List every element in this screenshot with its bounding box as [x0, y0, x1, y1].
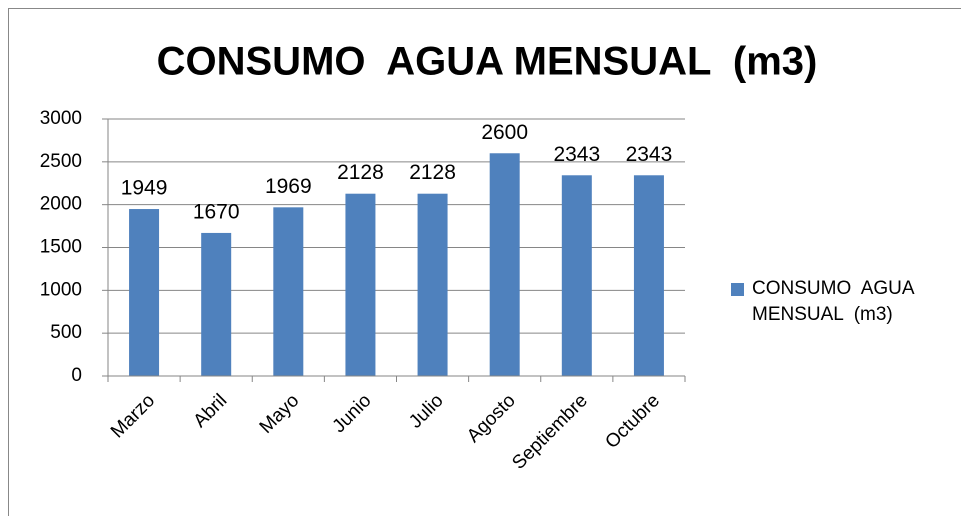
bar — [417, 193, 448, 376]
legend-label: CONSUMO AGUA MENSUAL (m3) — [752, 278, 919, 325]
data-label: 1969 — [265, 175, 312, 198]
data-label: 2128 — [337, 161, 384, 184]
bar — [273, 207, 304, 376]
data-label: 2343 — [553, 143, 600, 166]
y-tick-label: 3000 — [40, 108, 82, 129]
data-label: 2600 — [481, 121, 528, 144]
bar — [345, 193, 376, 376]
data-label: 2343 — [626, 143, 673, 166]
legend-swatch — [731, 283, 744, 296]
y-tick-label: 2500 — [40, 151, 82, 172]
bar — [633, 175, 664, 376]
bar — [561, 175, 592, 376]
data-label: 1949 — [121, 177, 168, 200]
y-tick-label: 1000 — [40, 279, 82, 300]
y-tick-label: 2000 — [40, 194, 82, 215]
data-label: 2128 — [409, 161, 456, 184]
data-label: 1670 — [193, 200, 240, 223]
bar — [129, 209, 160, 376]
y-tick-label: 1500 — [40, 237, 82, 258]
chart-border — [8, 8, 961, 516]
bar — [201, 232, 232, 376]
y-tick-label: 500 — [50, 322, 82, 343]
chart-title: CONSUMO AGUA MENSUAL (m3) — [157, 40, 818, 84]
y-tick-label: 0 — [71, 365, 82, 386]
bar — [489, 153, 520, 376]
